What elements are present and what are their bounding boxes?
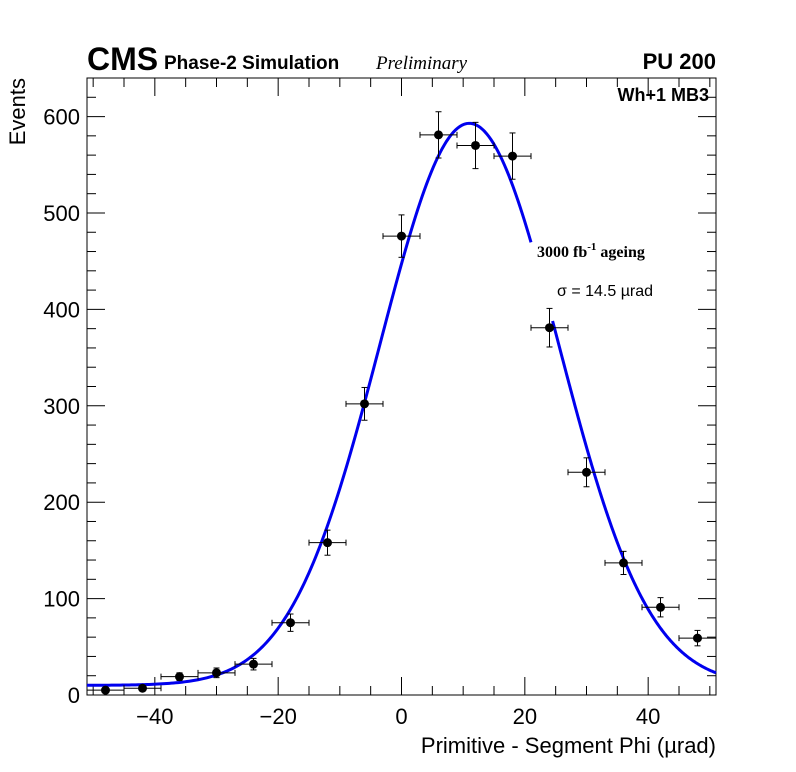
point-marker xyxy=(360,399,369,409)
pileup-label: PU 200 xyxy=(643,49,716,74)
data-points xyxy=(86,111,717,695)
data-point xyxy=(234,657,273,671)
status-label: Preliminary xyxy=(375,53,468,74)
data-point xyxy=(197,667,236,679)
x-tick-label: −40 xyxy=(136,704,173,729)
point-marker xyxy=(286,618,295,628)
point-marker xyxy=(619,558,628,568)
point-marker xyxy=(471,140,480,150)
point-marker xyxy=(101,685,110,695)
data-point xyxy=(493,132,532,180)
point-marker xyxy=(693,633,702,643)
data-point xyxy=(123,683,162,693)
data-point xyxy=(530,307,569,348)
ageing-annotation: 3000 fb-1 ageing xyxy=(537,241,645,261)
point-marker xyxy=(323,538,332,548)
data-point xyxy=(271,613,310,632)
x-axis-title: Primitive - Segment Phi (µrad) xyxy=(421,733,716,758)
fit-curve xyxy=(86,121,717,687)
point-marker xyxy=(656,602,665,612)
data-point xyxy=(567,457,606,488)
y-tick-labels: 0 100 200 300 400 500 600 xyxy=(43,105,80,708)
y-tick-label: 200 xyxy=(43,490,80,515)
point-marker xyxy=(175,672,184,682)
data-point xyxy=(604,550,643,575)
y-tick-label: 100 xyxy=(43,587,80,612)
data-point xyxy=(345,386,384,421)
x-tick-label: 40 xyxy=(636,704,660,729)
fit-curve-segment xyxy=(86,121,533,687)
data-point xyxy=(160,672,199,682)
sigma-annotation: σ = 14.5 µrad xyxy=(557,283,653,300)
x-tick-label: 20 xyxy=(513,704,537,729)
axis-ticks xyxy=(87,77,716,696)
point-marker xyxy=(212,668,221,678)
data-point xyxy=(382,214,421,258)
data-point xyxy=(641,597,680,618)
ageing-rest: ageing xyxy=(596,244,644,261)
ageing-base: 3000 fb xyxy=(537,244,587,261)
ageing-sup: -1 xyxy=(587,241,596,253)
point-marker xyxy=(434,130,443,140)
data-point xyxy=(86,685,125,695)
point-marker xyxy=(138,683,147,693)
data-point xyxy=(419,111,458,159)
y-axis-title: Events xyxy=(5,78,30,145)
point-marker xyxy=(582,467,591,477)
point-marker xyxy=(508,151,517,161)
point-marker xyxy=(397,231,406,241)
x-tick-labels: −40 −20 0 20 40 xyxy=(136,704,660,729)
fit-curve-segment xyxy=(551,320,717,675)
y-tick-label: 0 xyxy=(68,683,80,708)
subtitle-label: Phase-2 Simulation xyxy=(164,53,339,74)
y-tick-label: 600 xyxy=(43,105,80,130)
experiment-label: CMS xyxy=(87,41,158,77)
y-tick-label: 500 xyxy=(43,201,80,226)
x-tick-label: −20 xyxy=(260,704,297,729)
point-marker xyxy=(545,323,554,333)
data-point xyxy=(678,629,717,647)
data-point xyxy=(308,529,347,556)
point-marker xyxy=(249,659,258,669)
data-point xyxy=(456,121,495,170)
x-tick-label: 0 xyxy=(395,704,407,729)
y-tick-label: 300 xyxy=(43,394,80,419)
region-label: Wh+1 MB3 xyxy=(617,85,709,105)
y-tick-label: 400 xyxy=(43,297,80,322)
